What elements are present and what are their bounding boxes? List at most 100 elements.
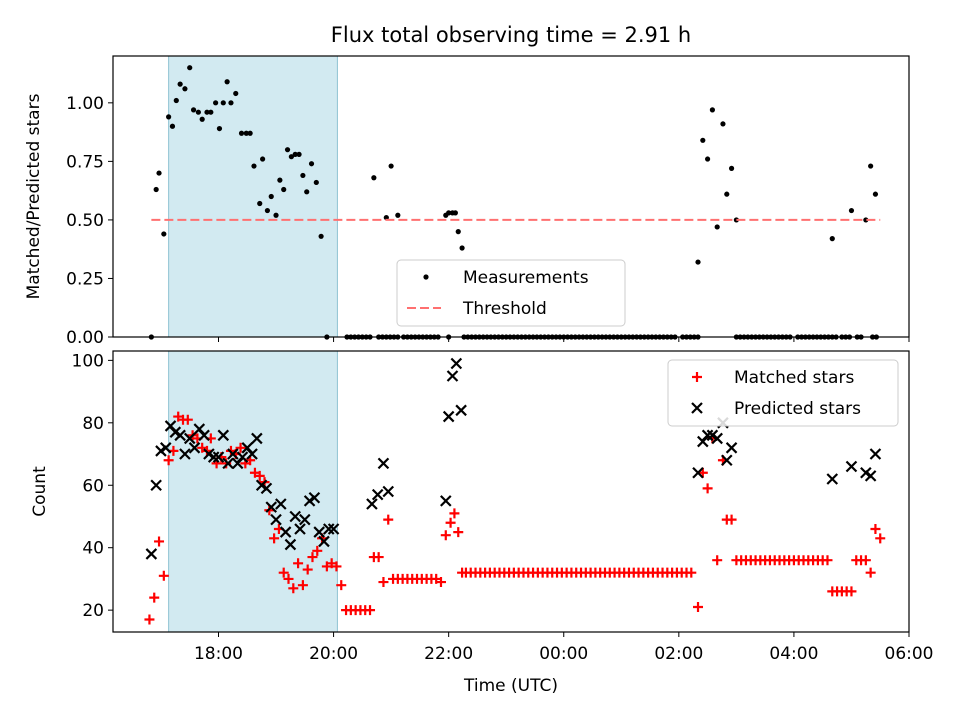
predicted-star-point [217, 429, 230, 442]
legend-label: Measurements [463, 268, 589, 288]
predicted-star-point [198, 429, 210, 442]
matched-star-point [445, 517, 456, 528]
predicted-star-point [308, 491, 321, 504]
matched-star-point [331, 561, 342, 572]
matched-star-point [870, 523, 881, 534]
matched-star-point [235, 442, 246, 453]
predicted-star-point [174, 429, 186, 442]
matched-star-point [182, 414, 193, 425]
predicted-star-point [222, 457, 234, 470]
matched-star-point [440, 530, 451, 541]
measurement-point [848, 207, 855, 214]
matched-star-point [336, 580, 347, 591]
measurement-point [296, 151, 302, 157]
chart-title: Flux total observing time = 2.91 h [331, 23, 691, 47]
measurement-point [313, 179, 319, 186]
predicted-star-point [284, 538, 297, 551]
measurement-point [829, 236, 835, 242]
measurement-point [251, 163, 257, 169]
measurement-point [177, 81, 183, 87]
predicted-star-point [207, 451, 220, 463]
measurement-point [260, 156, 266, 162]
predicted-star-point [711, 432, 723, 445]
y-tick-label: 100 [72, 351, 104, 371]
x-tick-label: 00:00 [539, 644, 588, 664]
measurement-point [243, 130, 249, 136]
y-tick-label: 0.50 [66, 211, 104, 231]
measurement-point [238, 130, 245, 136]
predicted-star-point [275, 498, 287, 510]
matched-star-point [269, 533, 280, 544]
predicted-star-point [869, 448, 882, 460]
measurement-point [187, 65, 193, 71]
predicted-star-point [265, 501, 278, 513]
x-tick-label: 06:00 [885, 644, 934, 664]
matched-star-point [254, 470, 265, 481]
measurement-point [277, 177, 283, 183]
measurement-point [224, 79, 230, 85]
y-tick-label: 20 [82, 601, 104, 621]
y-axis-label: Matched/Predicted stars [24, 93, 44, 299]
measurement-point [868, 163, 874, 169]
measurement-point [452, 210, 458, 216]
x-tick-label: 20:00 [309, 644, 358, 664]
measurement-point [257, 200, 263, 207]
measurement-point [268, 193, 274, 200]
matched-star-point [158, 570, 169, 581]
measurement-point [213, 100, 219, 106]
predicted-star-point [279, 526, 292, 538]
matched-star-point [365, 605, 376, 616]
y-tick-label: 80 [82, 414, 104, 434]
predicted-star-point [251, 432, 263, 445]
measurement-point [863, 217, 869, 223]
matched-star-point [383, 514, 394, 525]
predicted-star-point [692, 466, 704, 479]
predicted-star-point [366, 498, 378, 510]
matched-star-point [297, 580, 308, 591]
measurement-point [182, 86, 188, 92]
shaded-region [168, 351, 338, 632]
matched-star-point [149, 592, 160, 603]
measurement-point [161, 231, 167, 237]
measurement-point [292, 151, 298, 157]
measurement-point [169, 123, 176, 129]
measurement-point [714, 224, 720, 230]
predicted-star-point [442, 410, 455, 423]
legend-box [396, 259, 626, 327]
measurement-point [709, 107, 715, 113]
measurement-point [395, 212, 401, 218]
measurement-point [208, 109, 214, 115]
predicted-star-point [246, 448, 258, 460]
measurement-point [190, 107, 197, 113]
matched-star-point [846, 586, 857, 597]
measurement-point [724, 191, 730, 197]
predicted-star-point [377, 457, 390, 470]
predicted-star-point [725, 442, 738, 454]
matched-star-point [686, 567, 697, 578]
measurement-point [455, 229, 461, 235]
measurement-point [720, 121, 726, 127]
matched-star-point [163, 455, 174, 466]
matched-star-point [283, 573, 294, 584]
matched-star-point [378, 577, 389, 588]
measurement-point [220, 100, 226, 106]
measurement-point [308, 161, 315, 167]
measurement-point [216, 125, 223, 132]
matched-star-point [449, 508, 460, 519]
y-axis-label: Count [30, 466, 50, 517]
matched-star-point [692, 372, 702, 382]
measurement-point [281, 186, 287, 193]
predicted-star-point [289, 510, 301, 523]
matched-star-point [373, 552, 384, 563]
measurement-point [388, 163, 394, 169]
predicted-star-point [455, 404, 467, 417]
plot-frame [112, 55, 910, 338]
matched-star-point [288, 583, 299, 594]
matched-star-point [822, 555, 833, 566]
measurement-point [233, 90, 239, 97]
measurement-point [288, 154, 294, 160]
y-tick-label: 0.25 [66, 269, 104, 289]
y-tick-label: 0.00 [66, 328, 104, 348]
predicted-star-point [382, 485, 395, 498]
measurement-point [700, 137, 706, 143]
